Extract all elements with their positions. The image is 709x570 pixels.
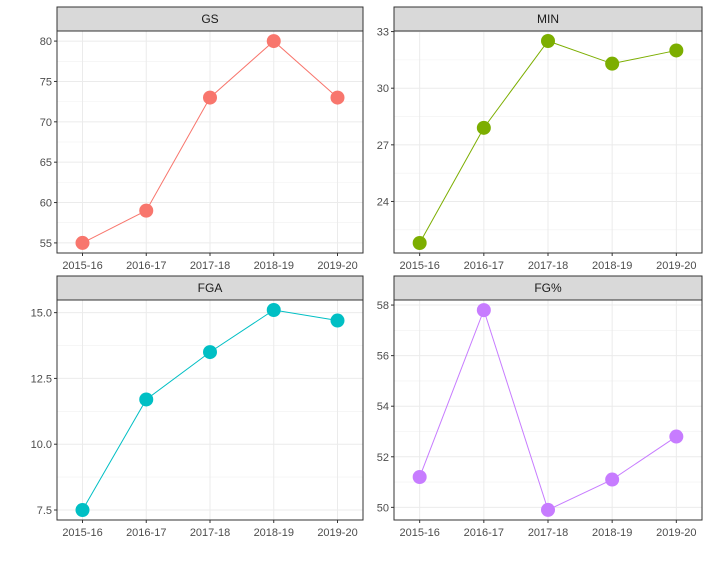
panel-border — [393, 30, 703, 254]
y-tick-label: 7.5 — [37, 505, 52, 517]
panel-0: GS 55 60 65 70 75 80 2015-16 2016-17 2017-18 2018-… — [40, 6, 364, 272]
data-point — [605, 472, 620, 487]
y-tick-label: 56 — [377, 351, 389, 363]
panel-border — [393, 299, 703, 521]
x-tick-label: 2017-18 — [528, 527, 568, 539]
y-tick-label: 12.5 — [31, 373, 52, 385]
x-tick-label: 2019-20 — [656, 260, 696, 272]
data-point — [75, 235, 90, 250]
data-point — [541, 502, 555, 517]
panel-1: MIN 24 27 30 33 2015-16 2016-17 2017-18 2018-19 2… — [377, 6, 703, 272]
panel-title: GS — [201, 12, 218, 26]
y-tick-label: 30 — [377, 83, 389, 95]
x-tick-label: 2015-16 — [62, 260, 102, 272]
x-tick-label: 2017-18 — [528, 260, 568, 272]
panel-strip — [56, 6, 364, 32]
data-point — [330, 313, 345, 328]
x-tick-label: 2018-19 — [254, 527, 294, 539]
x-tick-label: 2016-17 — [464, 260, 504, 272]
x-tick-label: 2015-16 — [62, 527, 102, 539]
x-tick-label: 2018-19 — [592, 527, 632, 539]
data-point — [203, 345, 217, 360]
y-tick-label: 15.0 — [31, 308, 52, 320]
y-tick-label: 60 — [40, 198, 52, 210]
y-tick-label: 33 — [377, 27, 389, 39]
panel-title: FG% — [534, 281, 562, 295]
x-tick-label: 2019-20 — [317, 527, 357, 539]
panel-3: FG% 50 52 54 56 58 2015-16 2016-17 2017-18 2018-1… — [377, 275, 703, 539]
data-point — [266, 303, 281, 317]
data-point — [203, 90, 217, 105]
x-tick-label: 2017-18 — [190, 260, 230, 272]
y-tick-label: 24 — [377, 196, 389, 208]
y-tick-label: 52 — [377, 452, 389, 464]
panel-border — [56, 299, 364, 521]
x-tick-label: 2016-17 — [126, 260, 166, 272]
data-point — [669, 429, 684, 444]
x-tick-label: 2015-16 — [399, 260, 439, 272]
y-tick-label: 27 — [377, 140, 389, 152]
data-point — [75, 503, 90, 517]
y-tick-label: 65 — [40, 157, 52, 169]
x-tick-label: 2016-17 — [126, 527, 166, 539]
panel-title: FGA — [198, 281, 223, 295]
panel-title: MIN — [537, 12, 559, 26]
data-point — [330, 90, 345, 105]
data-point — [541, 34, 555, 49]
y-tick-label: 54 — [377, 401, 389, 413]
x-tick-label: 2015-16 — [399, 527, 439, 539]
data-point — [412, 470, 427, 485]
x-tick-label: 2017-18 — [190, 527, 230, 539]
x-tick-label: 2019-20 — [656, 527, 696, 539]
data-point — [669, 43, 684, 58]
data-point — [476, 120, 491, 135]
y-tick-label: 80 — [40, 36, 52, 48]
y-tick-label: 75 — [40, 76, 52, 88]
panel-2: FGA 7.5 10.0 12.5 15.0 2015-16 2016-17 2017-18 2… — [31, 275, 364, 539]
y-tick-label: 70 — [40, 117, 52, 129]
x-tick-label: 2018-19 — [254, 260, 294, 272]
y-tick-label: 55 — [40, 238, 52, 250]
panel-border — [56, 30, 364, 254]
data-point — [605, 56, 620, 71]
data-point — [412, 235, 427, 250]
data-point — [139, 392, 154, 407]
y-tick-label: 58 — [377, 300, 389, 312]
x-tick-label: 2019-20 — [317, 260, 357, 272]
x-tick-label: 2016-17 — [464, 527, 504, 539]
data-point — [476, 303, 491, 318]
y-tick-label: 50 — [377, 502, 389, 514]
y-tick-label: 10.0 — [31, 439, 52, 451]
data-point — [139, 203, 154, 218]
data-point — [266, 34, 281, 49]
x-tick-label: 2018-19 — [592, 260, 632, 272]
